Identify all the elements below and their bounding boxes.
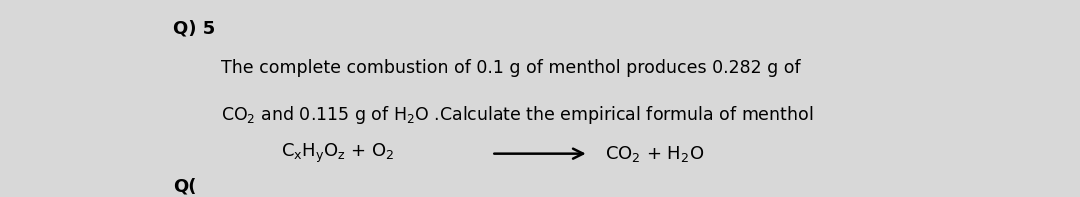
Text: $\mathrm{CO_2}$ and 0.115 g of $\mathrm{H_2}$O .Calculate the empirical formula : $\mathrm{CO_2}$ and 0.115 g of $\mathrm{…: [221, 104, 813, 126]
Text: Q) 5: Q) 5: [173, 20, 215, 38]
Text: $\mathrm{C_xH_yO_z}$ + O$_2$: $\mathrm{C_xH_yO_z}$ + O$_2$: [281, 142, 394, 165]
Text: $\mathrm{CO_2}$ + $\mathrm{H_2}$O: $\mathrm{CO_2}$ + $\mathrm{H_2}$O: [605, 144, 704, 164]
Text: The complete combustion of 0.1 g of menthol produces 0.282 g of: The complete combustion of 0.1 g of ment…: [221, 59, 801, 77]
Text: Q(: Q(: [173, 177, 197, 195]
